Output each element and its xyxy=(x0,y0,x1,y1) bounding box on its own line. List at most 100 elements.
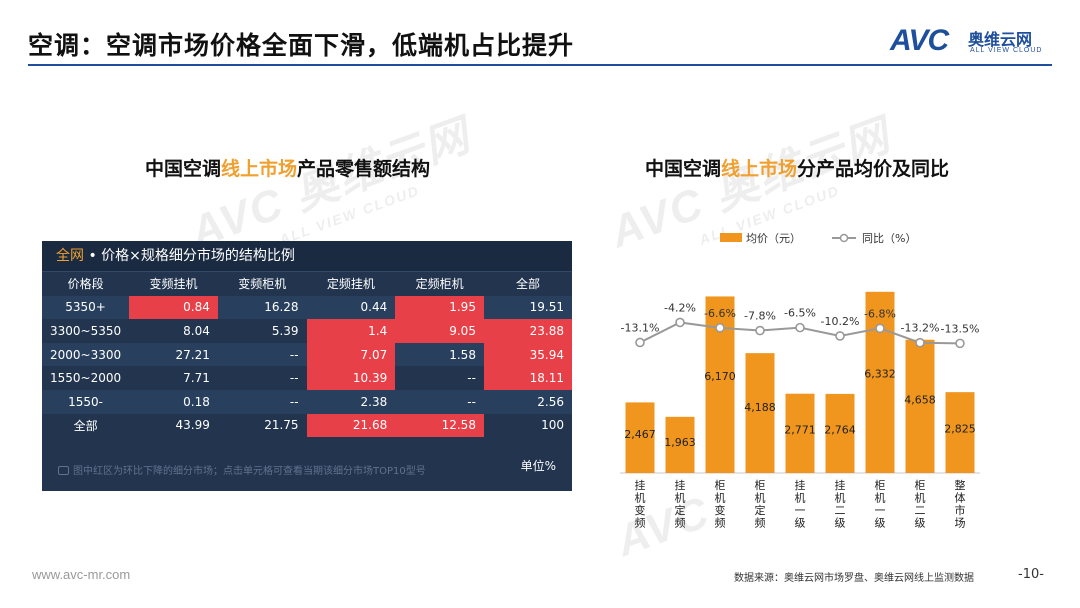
x-tick-char: 机 xyxy=(755,491,766,505)
x-tick-char: 频 xyxy=(755,516,766,530)
table-cell[interactable]: 9.05 xyxy=(395,319,484,343)
table-cell[interactable]: 12.58 xyxy=(395,413,484,438)
x-tick-label: 整体市场 xyxy=(955,478,966,530)
x-tick-char: 柜 xyxy=(755,479,766,492)
yoy-value-label: -13.1% xyxy=(621,321,660,334)
logo-cn-text: 奥维云网 xyxy=(968,30,1033,49)
x-tick-char: 频 xyxy=(715,516,726,530)
table-cell[interactable]: 35.94 xyxy=(483,342,572,367)
table-cell[interactable]: 21.75 xyxy=(217,413,307,438)
table-cell[interactable]: 1.58 xyxy=(395,342,484,367)
table-cell[interactable]: 0.18 xyxy=(129,389,218,414)
table-cell[interactable]: 2.38 xyxy=(306,389,396,414)
table-cell[interactable]: 5.39 xyxy=(217,319,307,343)
x-tick-label: 柜机变频 xyxy=(715,479,726,530)
yoy-value-label: -6.6% xyxy=(704,307,736,320)
table-cell[interactable]: 27.21 xyxy=(129,342,218,367)
column-header: 定频柜机 xyxy=(415,277,464,292)
x-tick-char: 整 xyxy=(955,478,966,492)
table-cell[interactable]: 16.28 xyxy=(217,295,307,320)
x-tick-char: 变 xyxy=(635,503,646,517)
panel-title: • 价格×规格细分市场的结构比例 xyxy=(84,248,295,264)
table-cell[interactable]: 100 xyxy=(483,413,572,438)
yoy-point xyxy=(675,317,685,328)
table-cell[interactable]: 2.56 xyxy=(483,389,572,414)
x-tick-char: 变 xyxy=(715,503,726,517)
table-cell[interactable]: 0.84 xyxy=(129,295,218,320)
x-tick-label: 挂机一级 xyxy=(795,478,806,530)
x-tick-char: 挂 xyxy=(795,478,806,492)
avc-logo: AVC 奥维云网 ALL VIEW CLOUD xyxy=(890,24,1060,58)
panel-note: 图中红区为环比下降的细分市场；点击单元格可查看当期该细分市场TOP10型号 xyxy=(58,462,426,477)
yoy-point xyxy=(835,331,845,341)
bar xyxy=(825,393,855,473)
table-cell[interactable]: 18.11 xyxy=(483,366,572,390)
x-tick-char: 级 xyxy=(915,517,926,530)
table-cell[interactable]: 43.99 xyxy=(129,413,218,438)
bar-value-label: 2,764 xyxy=(824,423,856,436)
bar xyxy=(705,296,735,473)
x-tick-label: 柜机一级 xyxy=(875,479,886,530)
table-cell[interactable]: -- xyxy=(217,366,307,390)
row-label: 3300~5350 xyxy=(42,319,130,343)
x-tick-char: 柜 xyxy=(875,479,886,492)
table-row: 1550- 0.18 -- 2.38 -- 2.56 xyxy=(42,389,572,414)
page-title: 空调：空调市场价格全面下滑，低端机占比提升 xyxy=(28,31,575,60)
x-tick-char: 机 xyxy=(795,491,806,505)
x-tick-char: 机 xyxy=(635,491,646,505)
bar-value-label: 4,658 xyxy=(904,394,936,407)
x-tick-char: 级 xyxy=(875,517,886,530)
footer-url[interactable]: www.avc-mr.com xyxy=(32,567,131,582)
x-tick-label: 柜机定频 xyxy=(755,479,766,530)
table-cell[interactable]: 0.44 xyxy=(306,295,396,320)
table-row: 5350+ 0.84 16.28 0.44 1.95 19.51 xyxy=(42,295,572,320)
x-tick-label: 挂机二级 xyxy=(835,478,846,530)
table-cell[interactable]: 23.88 xyxy=(483,319,572,343)
table-row: 1550~2000 7.71 -- 10.39 -- 18.11 xyxy=(42,366,572,390)
yoy-point xyxy=(955,338,965,349)
yoy-value-label: -10.2% xyxy=(821,315,860,328)
legend-swatch-bar xyxy=(720,233,742,242)
yoy-point xyxy=(875,323,885,334)
table-cell[interactable]: -- xyxy=(395,366,484,390)
bar-value-label: 6,170 xyxy=(704,370,736,383)
table-row: 全部 43.99 21.75 21.68 12.58 100 xyxy=(42,413,572,438)
table-cell[interactable]: 7.71 xyxy=(129,366,218,390)
table-cell[interactable]: 7.07 xyxy=(306,342,396,367)
bar-value-label: 4,188 xyxy=(744,401,776,414)
comment-icon xyxy=(58,466,69,475)
row-label: 1550- xyxy=(42,389,130,414)
x-tick-char: 频 xyxy=(675,516,686,530)
table-cell[interactable]: 1.95 xyxy=(395,295,484,320)
table-cell[interactable]: 10.39 xyxy=(306,366,396,390)
logo-en-text: ALL VIEW CLOUD xyxy=(970,47,1043,54)
table-cell[interactable]: -- xyxy=(217,389,307,414)
x-tick-char: 机 xyxy=(675,491,686,505)
column-header: 价格段 xyxy=(67,277,104,292)
x-tick-char: 柜 xyxy=(715,479,726,492)
table-cell[interactable]: -- xyxy=(217,342,307,367)
x-tick-char: 场 xyxy=(955,516,966,530)
bar xyxy=(745,353,775,473)
all-network-tab[interactable]: 全网 xyxy=(56,248,84,264)
bar xyxy=(625,402,655,473)
table-cell[interactable]: 8.04 xyxy=(129,319,218,343)
legend-marker xyxy=(839,233,849,243)
table-cell[interactable]: 19.51 xyxy=(483,295,572,320)
table-cell[interactable]: -- xyxy=(395,389,484,414)
x-tick-char: 级 xyxy=(795,517,806,530)
yoy-point xyxy=(635,337,645,348)
x-tick-char: 一 xyxy=(875,504,886,517)
x-tick-char: 二 xyxy=(915,504,926,517)
bar xyxy=(905,339,935,473)
table-cell[interactable]: 1.4 xyxy=(306,319,396,343)
bar-value-label: 2,467 xyxy=(624,428,656,441)
x-tick-char: 市 xyxy=(955,503,966,517)
x-tick-char: 挂 xyxy=(835,478,846,492)
header-divider xyxy=(28,64,1052,66)
bar-value-label: 1,963 xyxy=(664,436,696,449)
row-label: 全部 xyxy=(42,413,130,438)
table-cell[interactable]: 21.68 xyxy=(306,413,396,438)
row-label: 5350+ xyxy=(42,295,130,320)
x-tick-char: 机 xyxy=(835,491,846,505)
